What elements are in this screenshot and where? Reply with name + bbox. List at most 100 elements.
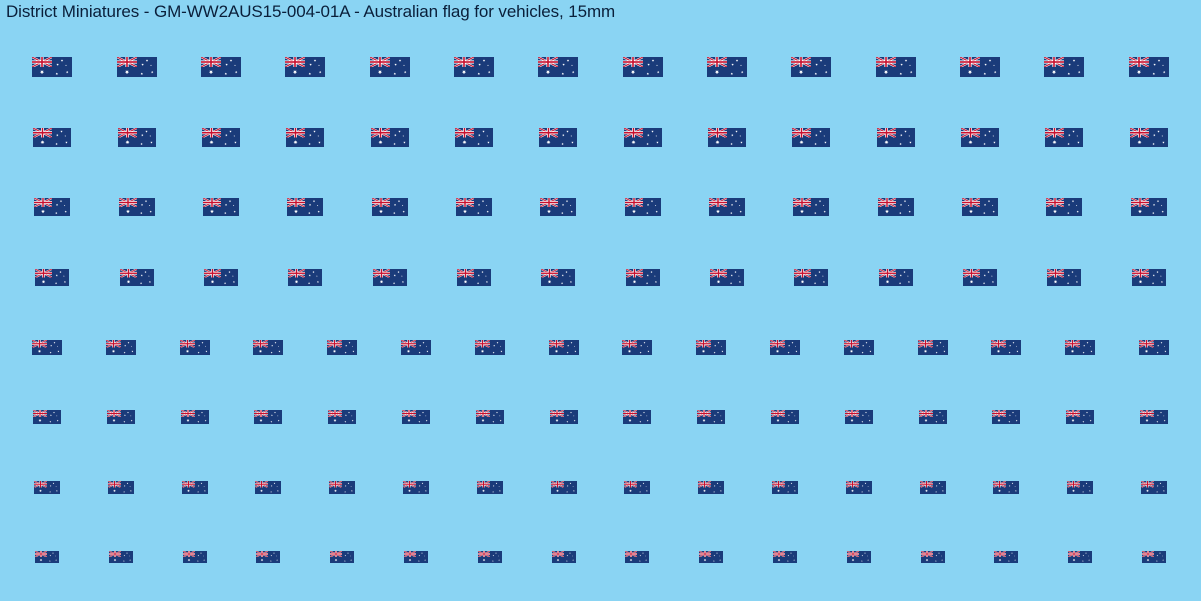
decal-sheet xyxy=(0,32,1201,592)
australian-flag-icon xyxy=(697,410,725,424)
flag-cell xyxy=(305,551,379,563)
australian-flag-icon xyxy=(551,481,577,494)
australian-flag-icon xyxy=(994,551,1018,563)
flag-cell xyxy=(1022,269,1106,286)
flag-cell xyxy=(10,551,84,563)
australian-flag-icon xyxy=(118,128,156,147)
australian-flag-icon xyxy=(330,551,354,563)
flag-cell xyxy=(84,481,158,494)
flag-cell xyxy=(1107,269,1191,286)
flag-cell xyxy=(822,551,896,563)
flag-cell xyxy=(938,57,1022,77)
australian-flag-icon xyxy=(962,198,998,216)
flag-cell xyxy=(674,481,748,494)
flag-cell xyxy=(822,340,896,355)
australian-flag-icon xyxy=(624,481,650,494)
flag-cell xyxy=(970,340,1044,355)
australian-flag-icon xyxy=(329,481,355,494)
flag-cell xyxy=(179,128,263,147)
australian-flag-icon xyxy=(845,410,873,424)
australian-flag-icon xyxy=(1067,481,1093,494)
flag-cell xyxy=(10,57,94,77)
australian-flag-icon xyxy=(920,481,946,494)
flag-cell xyxy=(970,410,1044,424)
australian-flag-icon xyxy=(625,551,649,563)
flag-cell xyxy=(231,340,305,355)
australian-flag-icon xyxy=(255,481,281,494)
australian-flag-icon xyxy=(624,128,662,147)
flag-cell xyxy=(158,551,232,563)
flag-cell xyxy=(527,410,601,424)
australian-flag-icon xyxy=(201,57,241,77)
flag-cell xyxy=(1117,481,1191,494)
flag-cell xyxy=(769,198,853,216)
australian-flag-icon xyxy=(182,481,208,494)
australian-flag-icon xyxy=(844,340,874,355)
flag-cell xyxy=(158,340,232,355)
flag-cell xyxy=(94,269,178,286)
flag-cell xyxy=(601,269,685,286)
flag-cell xyxy=(938,269,1022,286)
australian-flag-icon xyxy=(106,340,136,355)
flag-cell xyxy=(432,128,516,147)
australian-flag-icon xyxy=(696,340,726,355)
flag-cell xyxy=(84,410,158,424)
australian-flag-icon xyxy=(1045,128,1083,147)
australian-flag-icon xyxy=(256,551,280,563)
flag-cell xyxy=(516,269,600,286)
flag-cell xyxy=(527,551,601,563)
australian-flag-icon xyxy=(876,57,916,77)
australian-flag-icon xyxy=(33,128,71,147)
australian-flag-icon xyxy=(476,410,504,424)
australian-flag-icon xyxy=(538,57,578,77)
flag-cell xyxy=(1117,551,1191,563)
flag-cell xyxy=(379,551,453,563)
australian-flag-icon xyxy=(622,340,652,355)
flag-cell xyxy=(231,410,305,424)
australian-flag-icon xyxy=(793,198,829,216)
flag-cell xyxy=(1043,340,1117,355)
australian-flag-icon xyxy=(204,269,238,286)
flag-cell xyxy=(10,481,84,494)
flag-cell xyxy=(263,57,347,77)
australian-flag-icon xyxy=(846,481,872,494)
flag-row xyxy=(0,522,1201,592)
australian-flag-icon xyxy=(626,269,660,286)
flag-cell xyxy=(970,481,1044,494)
flag-cell xyxy=(601,198,685,216)
australian-flag-icon xyxy=(992,410,1020,424)
flag-cell xyxy=(10,340,84,355)
flag-cell xyxy=(453,551,527,563)
australian-flag-icon xyxy=(33,410,61,424)
australian-flag-icon xyxy=(878,198,914,216)
australian-flag-icon xyxy=(710,269,744,286)
australian-flag-icon xyxy=(552,551,576,563)
flag-cell xyxy=(516,128,600,147)
flag-row xyxy=(0,312,1201,382)
australian-flag-icon xyxy=(181,410,209,424)
flag-cell xyxy=(263,198,347,216)
australian-flag-icon xyxy=(402,410,430,424)
australian-flag-icon xyxy=(120,269,154,286)
flag-cell xyxy=(748,481,822,494)
flag-cell xyxy=(822,410,896,424)
australian-flag-icon xyxy=(1047,269,1081,286)
flag-row xyxy=(0,242,1201,312)
australian-flag-icon xyxy=(455,128,493,147)
australian-flag-icon xyxy=(404,551,428,563)
australian-flag-icon xyxy=(373,269,407,286)
flag-cell xyxy=(94,128,178,147)
flag-cell xyxy=(970,551,1044,563)
australian-flag-icon xyxy=(699,551,723,563)
flag-cell xyxy=(10,128,94,147)
australian-flag-icon xyxy=(708,128,746,147)
flag-cell xyxy=(305,410,379,424)
flag-cell xyxy=(896,551,970,563)
australian-flag-icon xyxy=(1044,57,1084,77)
australian-flag-icon xyxy=(372,198,408,216)
australian-flag-icon xyxy=(1130,128,1168,147)
australian-flag-icon xyxy=(1132,269,1166,286)
australian-flag-icon xyxy=(770,340,800,355)
australian-flag-icon xyxy=(993,481,1019,494)
flag-cell xyxy=(453,410,527,424)
